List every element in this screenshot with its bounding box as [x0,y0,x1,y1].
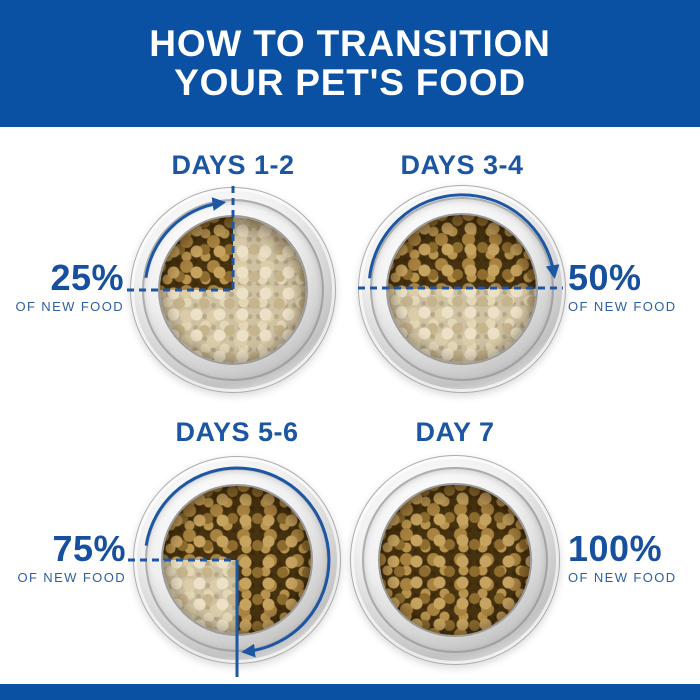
food-bowl-day-7 [350,455,560,665]
new-food-kibble-full [380,485,530,635]
label-50-percent: 50% OF NEW FOOD [568,257,677,315]
food-well [163,486,311,634]
percent-value: 75% [52,528,126,569]
percent-value: 50% [568,257,642,298]
percent-caption: OF NEW FOOD [15,299,124,314]
step-title-days-1-2: DAYS 1-2 [171,150,295,180]
step-title-days-3-4: DAYS 3-4 [400,150,524,180]
percent-caption: OF NEW FOOD [568,570,677,585]
percent-value: 25% [50,257,124,298]
header-title-line1: HOW TO TRANSITION [149,23,551,65]
food-well [159,216,307,364]
header-title-line2: YOUR PET'S FOOD [174,61,526,103]
label-100-percent: 100% OF NEW FOOD [568,528,677,586]
label-75-percent: 75% OF NEW FOOD [17,528,126,586]
percent-caption: OF NEW FOOD [568,299,677,314]
percent-caption: OF NEW FOOD [17,570,126,585]
food-well [380,485,530,635]
footer-bar [0,684,700,700]
step-title-day-7: DAY 7 [415,417,495,447]
percent-value: 100% [568,528,663,569]
food-bowl-days-5-6 [133,456,341,664]
food-well [388,215,536,363]
food-bowl-days-1-2 [130,187,336,393]
food-bowl-days-3-4 [358,185,566,393]
label-25-percent: 25% OF NEW FOOD [15,257,124,315]
header-banner: HOW TO TRANSITION YOUR PET'S FOOD [0,0,700,127]
step-title-days-5-6: DAYS 5-6 [175,417,299,447]
